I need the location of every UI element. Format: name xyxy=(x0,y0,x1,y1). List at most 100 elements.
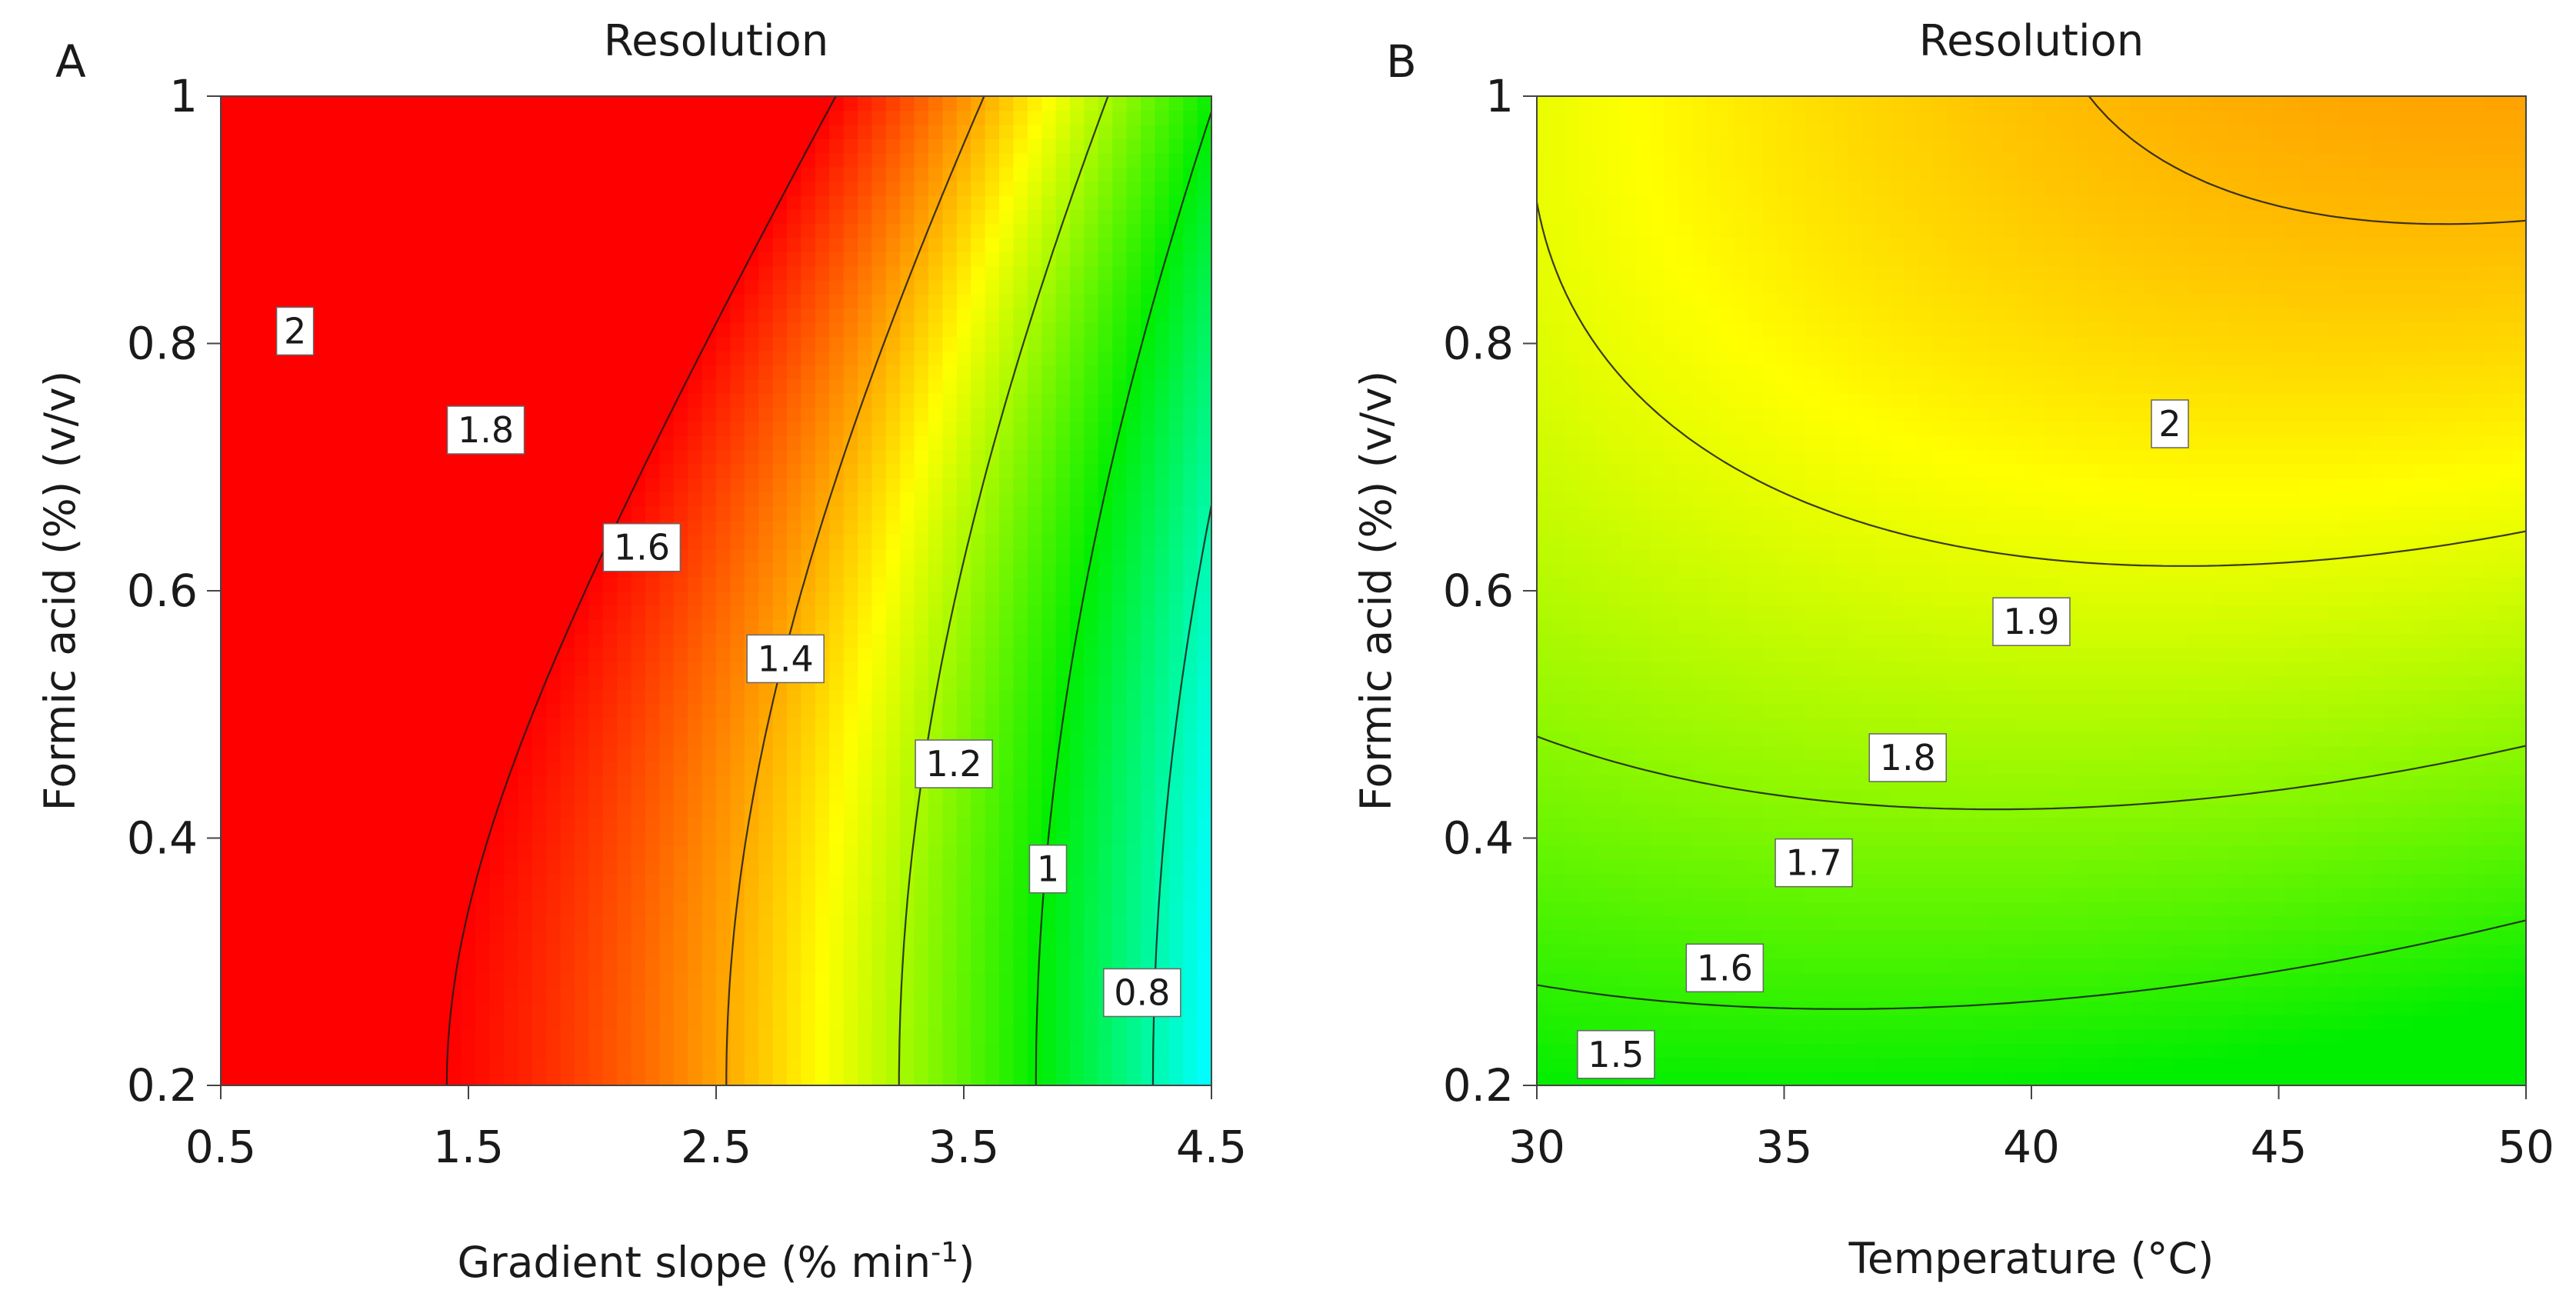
panel-a-heatmap-cell xyxy=(447,393,462,408)
panel-a-heatmap-cell xyxy=(844,110,858,125)
panel-a-heatmap-cell xyxy=(292,972,306,987)
panel-a-heatmap-cell xyxy=(1070,718,1085,732)
panel-a-heatmap-cell xyxy=(1056,944,1071,958)
panel-a-heatmap-cell xyxy=(419,888,434,902)
panel-a-heatmap-cell xyxy=(632,986,646,1001)
panel-a-heatmap-cell xyxy=(745,888,759,902)
panel-a-heatmap-cell xyxy=(504,110,518,125)
panel-a-heatmap-cell xyxy=(999,152,1014,167)
panel-a-heatmap-cell xyxy=(745,181,759,195)
panel-a-heatmap-cell xyxy=(971,1001,985,1015)
panel-a-heatmap-cell xyxy=(588,138,603,153)
panel-a-heatmap-cell xyxy=(1169,520,1184,535)
panel-a-heatmap-cell xyxy=(942,690,957,705)
panel-a-heatmap-cell xyxy=(1183,944,1198,958)
panel-a-heatmap-cell xyxy=(645,464,660,478)
panel-a-heatmap-cell xyxy=(716,562,731,577)
panel-a-heatmap-cell xyxy=(971,577,985,592)
panel-a-heatmap-cell xyxy=(645,209,660,224)
panel-a-heatmap-cell xyxy=(999,916,1014,931)
panel-a-heatmap-cell xyxy=(1041,308,1056,323)
panel-a-heatmap-cell xyxy=(815,944,830,958)
panel-a-heatmap-cell xyxy=(546,96,561,111)
panel-a-heatmap-cell xyxy=(957,336,971,351)
panel-a-heatmap-cell xyxy=(1056,902,1071,916)
panel-a-heatmap-cell xyxy=(957,888,971,902)
panel-a-heatmap-cell xyxy=(858,916,872,931)
panel-a-heatmap-cell xyxy=(617,845,632,860)
panel-a-heatmap-cell xyxy=(928,845,943,860)
panel-a-heatmap-cell xyxy=(292,647,306,662)
panel-a-heatmap-cell xyxy=(787,577,801,592)
panel-a-heatmap-cell xyxy=(674,817,688,832)
panel-a-heatmap-cell xyxy=(433,125,448,139)
panel-a-heatmap-cell xyxy=(871,96,886,111)
panel-a-heatmap-cell xyxy=(915,265,929,280)
panel-a-heatmap-cell xyxy=(716,788,731,803)
panel-a-heatmap-cell xyxy=(263,252,278,266)
panel-a-heatmap-cell xyxy=(942,110,957,125)
panel-a-heatmap-cell xyxy=(632,577,646,592)
panel-a-heatmap-cell xyxy=(659,577,674,592)
panel-a-heatmap-cell xyxy=(391,958,405,973)
panel-a-heatmap-cell xyxy=(1112,859,1127,874)
panel-a-heatmap-cell xyxy=(1041,690,1056,705)
panel-a-heatmap-cell xyxy=(999,732,1014,747)
panel-a-heatmap-cell xyxy=(1098,831,1113,845)
panel-a-heatmap-cell xyxy=(235,238,249,252)
panel-a-heatmap-cell xyxy=(249,280,264,295)
panel-a-heatmap-cell xyxy=(1155,888,1169,902)
panel-a-heatmap-cell xyxy=(1155,138,1169,153)
panel-a-heatmap-cell xyxy=(942,365,957,379)
panel-a-heatmap-cell xyxy=(320,704,335,718)
panel-a-heatmap-cell xyxy=(942,464,957,478)
panel-a-heatmap-cell xyxy=(688,238,702,252)
panel-a-heatmap-cell xyxy=(1013,817,1028,832)
panel-a-heatmap-cell xyxy=(490,308,505,323)
panel-a-heatmap-cell xyxy=(801,1043,815,1058)
panel-a-heatmap-cell xyxy=(702,986,717,1001)
panel-a-heatmap-cell xyxy=(730,167,745,182)
panel-a-heatmap-cell xyxy=(1098,859,1113,874)
panel-a-heatmap-cell xyxy=(829,252,844,266)
panel-a-heatmap-cell xyxy=(702,181,717,195)
panel-a-heatmap-cell xyxy=(886,422,901,436)
panel-a-heatmap-cell xyxy=(758,152,773,167)
panel-a-heatmap-cell xyxy=(801,280,815,295)
panel-a-heatmap-cell xyxy=(942,125,957,139)
panel-a-heatmap-cell xyxy=(391,788,405,803)
panel-a-heatmap-cell xyxy=(815,605,830,619)
panel-a-heatmap-cell xyxy=(1028,958,1042,973)
panel-a-heatmap-cell xyxy=(674,986,688,1001)
panel-a-heatmap-cell xyxy=(1127,916,1141,931)
panel-a-heatmap-cell xyxy=(405,972,419,987)
panel-a-heatmap-cell xyxy=(588,238,603,252)
panel-a-heatmap-cell xyxy=(603,110,618,125)
panel-a-heatmap-cell xyxy=(730,718,745,732)
panel-a-heatmap-cell xyxy=(688,294,702,308)
panel-a-heatmap-cell xyxy=(716,393,731,408)
panel-a-heatmap-cell xyxy=(730,873,745,888)
panel-a-heatmap-cell xyxy=(405,1029,419,1044)
panel-a-heatmap-cell xyxy=(829,265,844,280)
panel-a-heatmap-cell xyxy=(603,859,618,874)
panel-a-heatmap-cell xyxy=(617,803,632,818)
panel-a-heatmap-cell xyxy=(376,407,391,422)
panel-a-heatmap-cell xyxy=(249,209,264,224)
panel-a-heatmap-cell xyxy=(999,718,1014,732)
panel-a-heatmap-cell xyxy=(561,138,575,153)
panel-a-heatmap-cell xyxy=(433,986,448,1001)
panel-a-heatmap-cell xyxy=(1183,110,1198,125)
panel-a-heatmap-cell xyxy=(942,322,957,337)
panel-a-heatmap-cell xyxy=(617,252,632,266)
panel-a-heatmap-cell xyxy=(1155,619,1169,634)
panel-a-heatmap-cell xyxy=(1141,535,1155,549)
panel-a-heatmap-cell xyxy=(787,535,801,549)
panel-a-heatmap-cell xyxy=(815,859,830,874)
panel-a-heatmap-cell xyxy=(1127,125,1141,139)
panel-a-heatmap-cell xyxy=(490,605,505,619)
panel-a-heatmap-cell xyxy=(391,378,405,393)
panel-a-heatmap-cell xyxy=(645,280,660,295)
panel-a-heatmap-cell xyxy=(844,393,858,408)
panel-a-heatmap-cell xyxy=(999,690,1014,705)
